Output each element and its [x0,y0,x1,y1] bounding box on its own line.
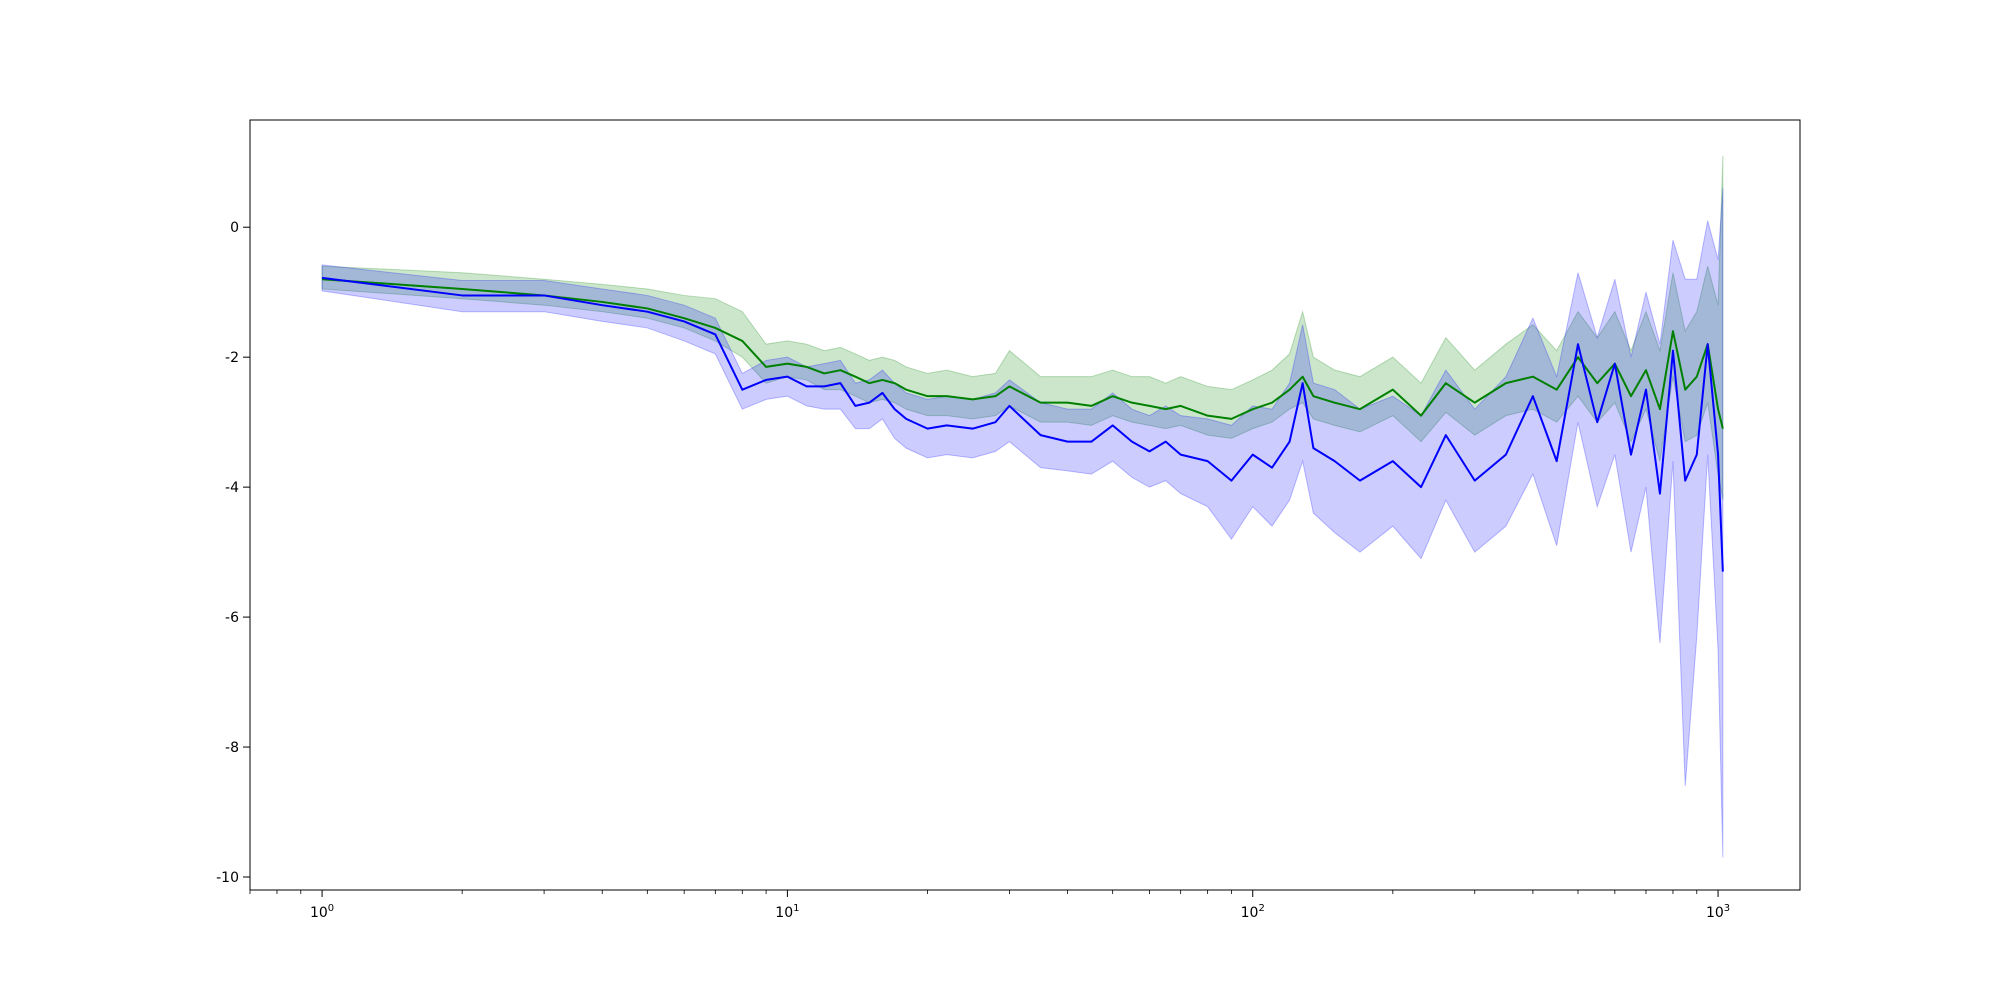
series-2-line [321,276,1724,572]
plot-frame [249,119,1801,891]
x-tick-label: 100 [310,903,334,921]
x-tick-label: 103 [1706,903,1730,921]
series-1-band [321,155,1724,501]
x-tick-label: 101 [775,903,799,921]
series-lines [321,276,1724,572]
y-tick-label: -10 [216,870,239,886]
x-axis: 100 101 102 103 [249,890,1730,921]
y-axis: 0 -2 -4 -6 -8 -10 [216,220,250,886]
y-tick-label: -6 [225,610,239,626]
y-tick-label: -4 [225,480,239,496]
series-1-line [322,278,1724,429]
y-tick-label: -8 [225,740,239,756]
x-tick-label: 102 [1241,903,1265,921]
y-tick-label: -2 [225,350,239,366]
y-tick-label: 0 [230,220,239,236]
